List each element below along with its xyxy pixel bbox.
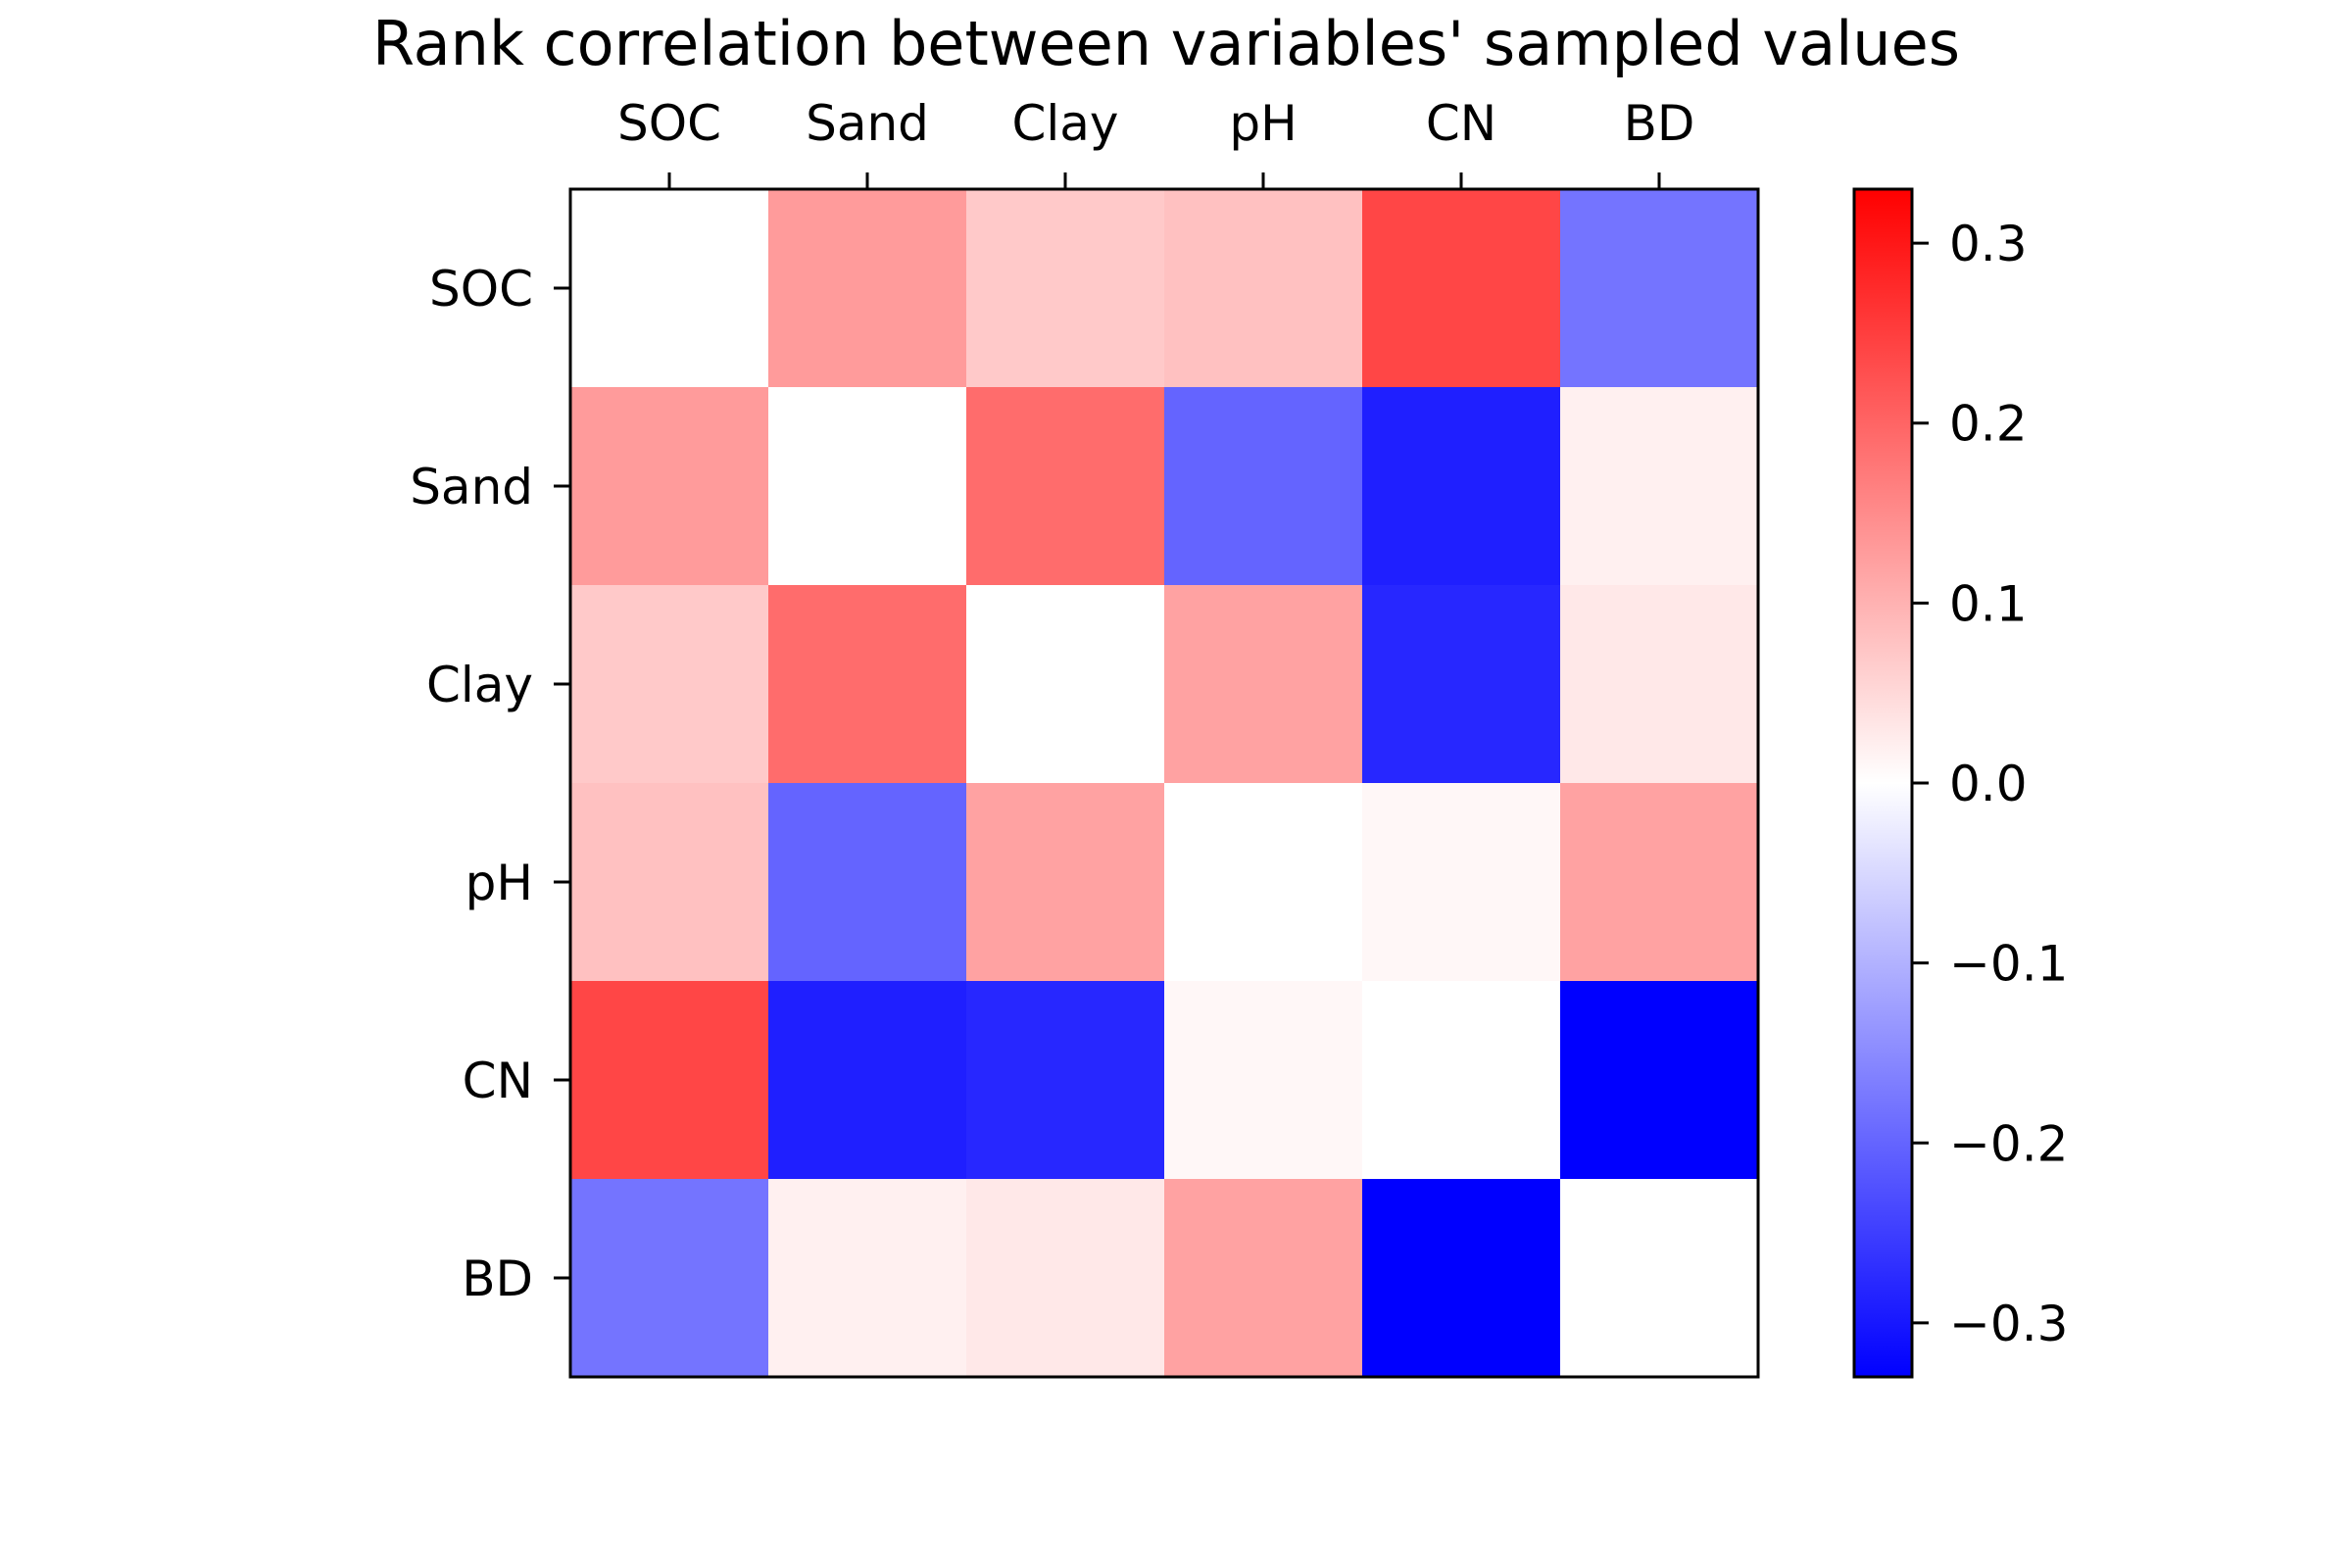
y-tick-label-bd: BD — [462, 1250, 533, 1307]
heatmap-cell-sand-sand — [768, 387, 967, 586]
heatmap-cell-soc-sand — [768, 189, 967, 388]
heatmap-cell-ph-sand — [768, 783, 967, 982]
heatmap-cell-bd-ph — [1164, 1179, 1363, 1378]
colorbar-tick-label: 0.1 — [1949, 575, 2028, 632]
heatmap-cell-soc-bd — [1560, 189, 1759, 388]
heatmap-cell-sand-soc — [570, 387, 769, 586]
heatmap-cell-soc-cn — [1362, 189, 1561, 388]
colorbar-tick-label: 0.3 — [1949, 216, 2028, 272]
colorbar-ticks: 0.3 0.2 0.1 0.0 −0.1 −0.2 −0.3 — [1912, 216, 2068, 1352]
heatmap-cell-bd-soc — [570, 1179, 769, 1378]
heatmap-cell-cn-sand — [768, 981, 967, 1180]
heatmap-cell-bd-sand — [768, 1179, 967, 1378]
heatmap-cell-sand-bd — [1560, 387, 1759, 586]
y-tick-label-cn: CN — [463, 1053, 533, 1109]
heatmap-cell-clay-soc — [570, 585, 769, 784]
heatmap-cell-clay-ph — [1164, 585, 1363, 784]
x-tick-label-sand: Sand — [806, 95, 929, 152]
heatmap-cell-soc-ph — [1164, 189, 1363, 388]
heatmap-cells — [570, 189, 1759, 1378]
x-tick-label-bd: BD — [1624, 95, 1695, 152]
y-tick-label-sand: Sand — [410, 459, 533, 515]
heatmap-cell-sand-ph — [1164, 387, 1363, 586]
y-tick-label-ph: pH — [466, 855, 533, 911]
heatmap-cell-clay-clay — [966, 585, 1165, 784]
heatmap-cell-cn-ph — [1164, 981, 1363, 1180]
colorbar-tick-label: −0.1 — [1949, 936, 2068, 993]
colorbar-tick-label: 0.2 — [1949, 396, 2028, 453]
heatmap-cell-clay-cn — [1362, 585, 1561, 784]
x-axis-top: SOC Sand Clay pH CN BD — [617, 95, 1694, 189]
heatmap-cell-bd-clay — [966, 1179, 1165, 1378]
heatmap-cell-ph-clay — [966, 783, 1165, 982]
colorbar-tick-label: −0.2 — [1949, 1115, 2068, 1172]
colorbar-tick-label: −0.3 — [1949, 1296, 2068, 1352]
x-tick-label-clay: Clay — [1011, 95, 1118, 152]
colorbar-gradient — [1854, 189, 1912, 1377]
heatmap-cell-soc-soc — [570, 189, 769, 388]
chart-title: Rank correlation between variables' samp… — [372, 8, 1960, 79]
heatmap-cell-sand-cn — [1362, 387, 1561, 586]
heatmap-cell-cn-cn — [1362, 981, 1561, 1180]
heatmap-cell-cn-soc — [570, 981, 769, 1180]
x-tick-label-soc: SOC — [617, 95, 721, 152]
colorbar-tick-label: 0.0 — [1949, 756, 2028, 812]
y-axis: SOC Sand Clay pH CN BD — [410, 261, 570, 1307]
heatmap-cell-clay-sand — [768, 585, 967, 784]
heatmap-cell-sand-clay — [966, 387, 1165, 586]
heatmap-cell-soc-clay — [966, 189, 1165, 388]
heatmap-cell-ph-ph — [1164, 783, 1363, 982]
heatmap-cell-ph-bd — [1560, 783, 1759, 982]
heatmap-cell-ph-soc — [570, 783, 769, 982]
x-tick-label-cn: CN — [1426, 95, 1496, 152]
heatmap-cell-bd-bd — [1560, 1179, 1759, 1378]
heatmap-cell-ph-cn — [1362, 783, 1561, 982]
heatmap-frame — [568, 187, 1760, 1379]
x-tick-label-ph: pH — [1229, 95, 1297, 152]
y-tick-label-soc: SOC — [429, 261, 533, 318]
heatmap-cell-cn-clay — [966, 981, 1165, 1180]
heatmap-cell-bd-cn — [1362, 1179, 1561, 1378]
heatmap-cell-cn-bd — [1560, 981, 1759, 1180]
y-tick-label-clay: Clay — [426, 657, 533, 713]
colorbar: 0.3 0.2 0.1 0.0 −0.1 −0.2 −0.3 — [1852, 187, 2068, 1379]
heatmap-cell-clay-bd — [1560, 585, 1759, 784]
